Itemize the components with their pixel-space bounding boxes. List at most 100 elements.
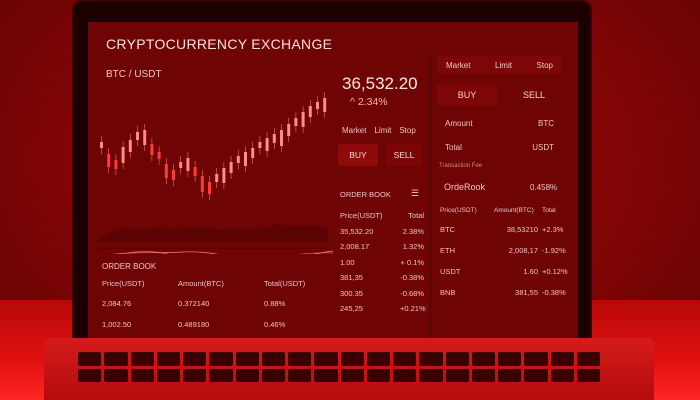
tab-market[interactable]: Market [446,60,471,70]
keyboard-key [288,352,312,366]
row-price: 245,25 [340,304,363,314]
keyboard-key [130,352,154,366]
keyboard-key [419,352,443,366]
candle-body [265,138,269,151]
table-row[interactable]: 1,002.50 0.489180 0.46% [102,317,330,333]
sell-button[interactable]: SELL [386,144,422,166]
keyboard-key [156,352,180,366]
table-row[interactable]: 1.00 + 0.1% [340,255,424,271]
bottom-order-book-title: ORDER BOOK [102,262,157,271]
candle-body [179,162,183,168]
keyboard-key [393,352,417,366]
candle-body [229,162,233,173]
keyboard-key [288,368,312,382]
candle-body [301,112,305,127]
table-row[interactable]: 2,008.17 1.32% [340,239,424,255]
candle-body [272,134,276,143]
row-symbol: USDT [440,266,461,276]
keyboard-key [78,368,102,382]
tab-limit[interactable]: Limit [495,60,512,70]
column-header: Price(USDT) [440,207,477,215]
right-sell-button[interactable]: SELL [522,90,546,100]
total-field[interactable]: Total USDT [437,138,562,156]
candle-body [150,144,154,155]
keyboard-key [130,368,154,382]
candle-body [107,154,111,167]
candle-body [157,152,161,159]
table-row[interactable]: 245,25 +0.21% [340,301,426,317]
table-row[interactable]: ETH 2,008,17 -1.92% [440,240,572,261]
keyboard-key [524,352,548,366]
table-row[interactable]: 35,532.20 2.38% [340,224,424,240]
tab-stop[interactable]: Stop [399,126,416,135]
keyboard-key [209,368,233,382]
row-amount: 0.489180 [178,320,210,330]
row-price: 381,55 [515,287,538,297]
row-total: 0.88% [264,298,286,308]
row-price: 2,008,17 [508,245,538,255]
row-total: +0.21% [400,304,426,314]
menu-icon[interactable]: ☰ [411,188,420,198]
column-header: Total [408,211,424,221]
keyboard-key [445,368,469,382]
order-book-table: Price(USDT) Total 35,532.20 2.38% 2,008.… [340,208,426,317]
chart-divider [98,248,328,249]
candle-body [128,140,132,152]
candle-body [186,158,190,171]
tab-stop[interactable]: Stop [536,60,553,70]
keyboard-key [445,352,469,366]
keyboard-key [314,352,338,366]
panel-divider [430,54,431,340]
row-symbol: BNB [440,287,456,297]
table-row[interactable]: BTC 38,53210 +2.3% [440,219,572,240]
order-type-tabs: Market Limit Stop [342,126,416,135]
keyboard-key [498,368,522,382]
buy-button[interactable]: BUY [338,144,378,166]
row-change: +0.12% [542,266,568,276]
candle-body [251,148,255,158]
keyboard-key [314,368,338,382]
candle-body [308,106,312,117]
right-buy-button[interactable]: BUY [437,84,497,106]
candle-body [258,142,262,148]
candle-body [236,156,240,163]
amount-field[interactable]: Amount BTC [437,114,562,132]
row-total: -0.38% [400,273,424,283]
candle-body [287,124,291,136]
row-price: 1,002.50 [102,320,132,330]
row-total: 1.32% [402,242,424,252]
tab-market[interactable]: Market [342,126,367,135]
keyboard-key [235,368,259,382]
row-price: 300.35 [340,288,363,298]
candle-body [121,147,125,163]
column-header: Total(USDT) [264,279,306,289]
table-row[interactable]: 381,35 -0.38% [340,270,424,286]
row-price: 35,532.20 [340,226,374,236]
row-symbol: BTC [440,224,455,234]
keyboard-key [419,368,443,382]
page-title: CRYPTOCURRENCY EXCHANGE [106,36,333,52]
candle-body [172,170,175,180]
row-amount: 0.372140 [178,298,210,308]
table-row[interactable]: 2,084.76 0.372140 0.88% [102,296,330,312]
keyboard-key [261,368,285,382]
bottom-order-book-table: Price(USDT) Amount(BTC) Total(USDT) 2,08… [102,276,330,333]
tab-limit[interactable]: Limit [374,126,392,135]
price-chart[interactable] [88,82,338,254]
trading-pair[interactable]: BTC / USDT [106,69,162,80]
table-row[interactable]: 300.35 -0.68% [340,286,424,302]
total-unit: USDT [532,142,554,152]
total-label: Total [445,142,462,152]
amount-unit: BTC [538,118,554,128]
market-table: Price(USDT) Amount(BTC) Total BTC 38,532… [440,203,572,303]
keyboard-key [156,368,180,382]
orderbook-label: OrdeRook [444,182,486,192]
candle-body [143,130,147,145]
indicator-line [119,251,334,254]
row-total: + 0.1% [400,257,424,267]
column-header: Amount(BTC) [494,207,534,215]
table-row[interactable]: BNB 381,55 -0.38% [440,282,572,303]
candle-body [222,168,226,183]
keyboard-key [393,368,417,382]
table-row[interactable]: USDT 1.60 +0.12% [440,261,572,282]
